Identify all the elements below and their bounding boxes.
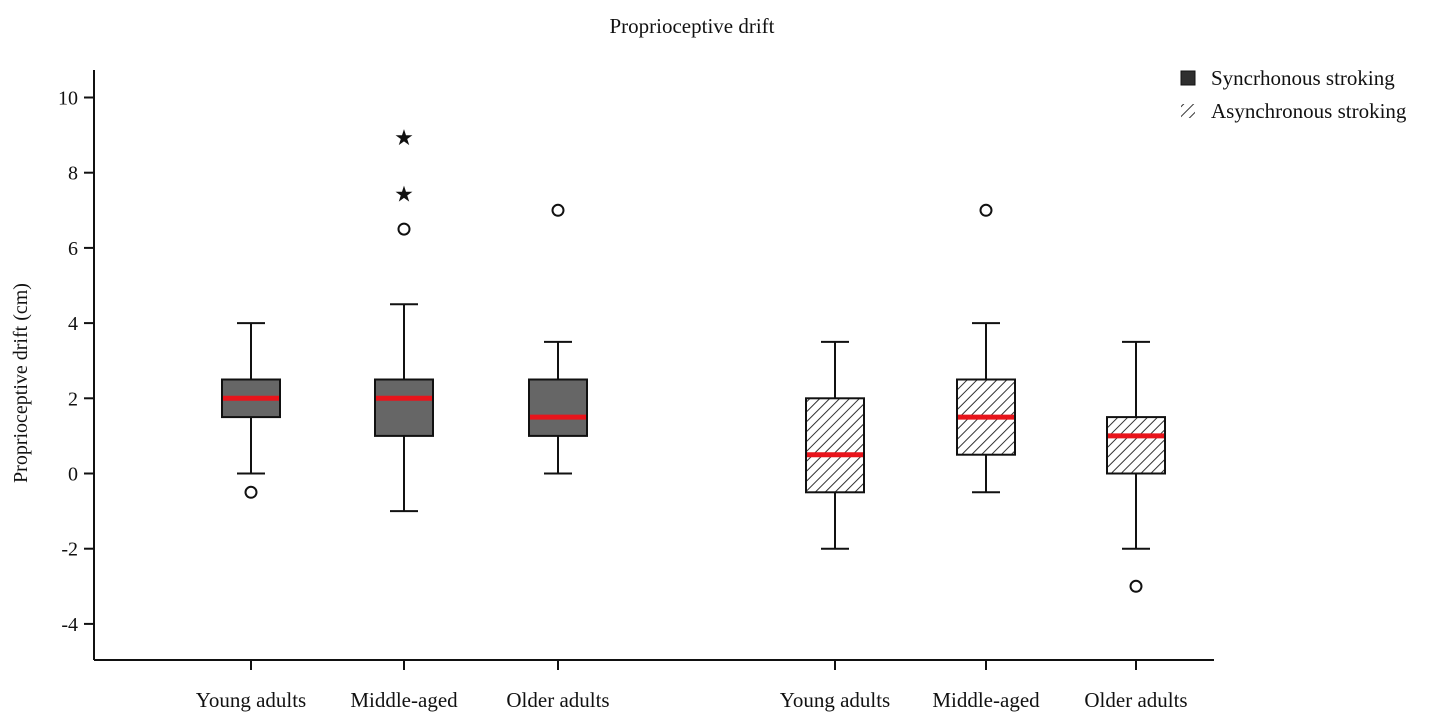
iqr-box — [1106, 416, 1166, 475]
y-tick-label: 4 — [68, 313, 78, 335]
x-tick-label: Middle-aged — [932, 688, 1040, 712]
outlier-point — [244, 485, 258, 499]
outlier-point — [551, 203, 565, 217]
box-3 — [528, 203, 588, 475]
y-tick-label: 2 — [68, 388, 78, 410]
x-tick-label: Young adults — [196, 688, 306, 712]
y-tick-label: 8 — [68, 163, 78, 185]
legend: Syncrhonous stroking Asynchronous strokin… — [1180, 66, 1407, 123]
chart-title: Proprioceptive drift — [609, 14, 774, 38]
box-1 — [221, 322, 281, 499]
x-tick-label: Older adults — [506, 688, 609, 712]
legend-label: Asynchronous stroking — [1211, 99, 1407, 123]
iqr-box — [528, 378, 588, 437]
x-tick-label: Young adults — [780, 688, 890, 712]
extreme-point: ★ — [394, 125, 414, 150]
box-5 — [956, 203, 1016, 494]
y-tick-label: 6 — [68, 238, 78, 260]
legend-item: Asynchronous stroking — [1181, 99, 1407, 123]
legend-swatch-solid — [1180, 70, 1196, 86]
extreme-point: ★ — [394, 182, 414, 207]
iqr-box — [805, 397, 865, 494]
iqr-box — [374, 378, 434, 437]
y-tick-label: -4 — [61, 614, 78, 636]
outlier-point — [1129, 579, 1143, 593]
box-2: ★★ — [374, 125, 434, 513]
legend-label: Syncrhonous stroking — [1211, 66, 1395, 90]
axes: -4 -2 0 2 4 6 8 10 Young adults Middle-aged Older … — [58, 70, 1214, 712]
x-tick-label: Older adults — [1084, 688, 1187, 712]
y-tick-label: 0 — [68, 464, 78, 486]
legend-item: Syncrhonous stroking — [1180, 66, 1395, 90]
y-tick-label: -2 — [61, 539, 78, 561]
legend-swatch-hatched — [1181, 104, 1195, 118]
outlier-point — [397, 222, 411, 236]
box-6 — [1106, 340, 1166, 593]
x-tick-label: Middle-aged — [350, 688, 458, 712]
outlier-point — [979, 203, 993, 217]
y-tick-label: 10 — [58, 88, 78, 110]
box-4 — [805, 340, 865, 550]
y-axis-label: Proprioceptive drift (cm) — [10, 283, 32, 483]
boxes: ★★ — [221, 125, 1166, 593]
